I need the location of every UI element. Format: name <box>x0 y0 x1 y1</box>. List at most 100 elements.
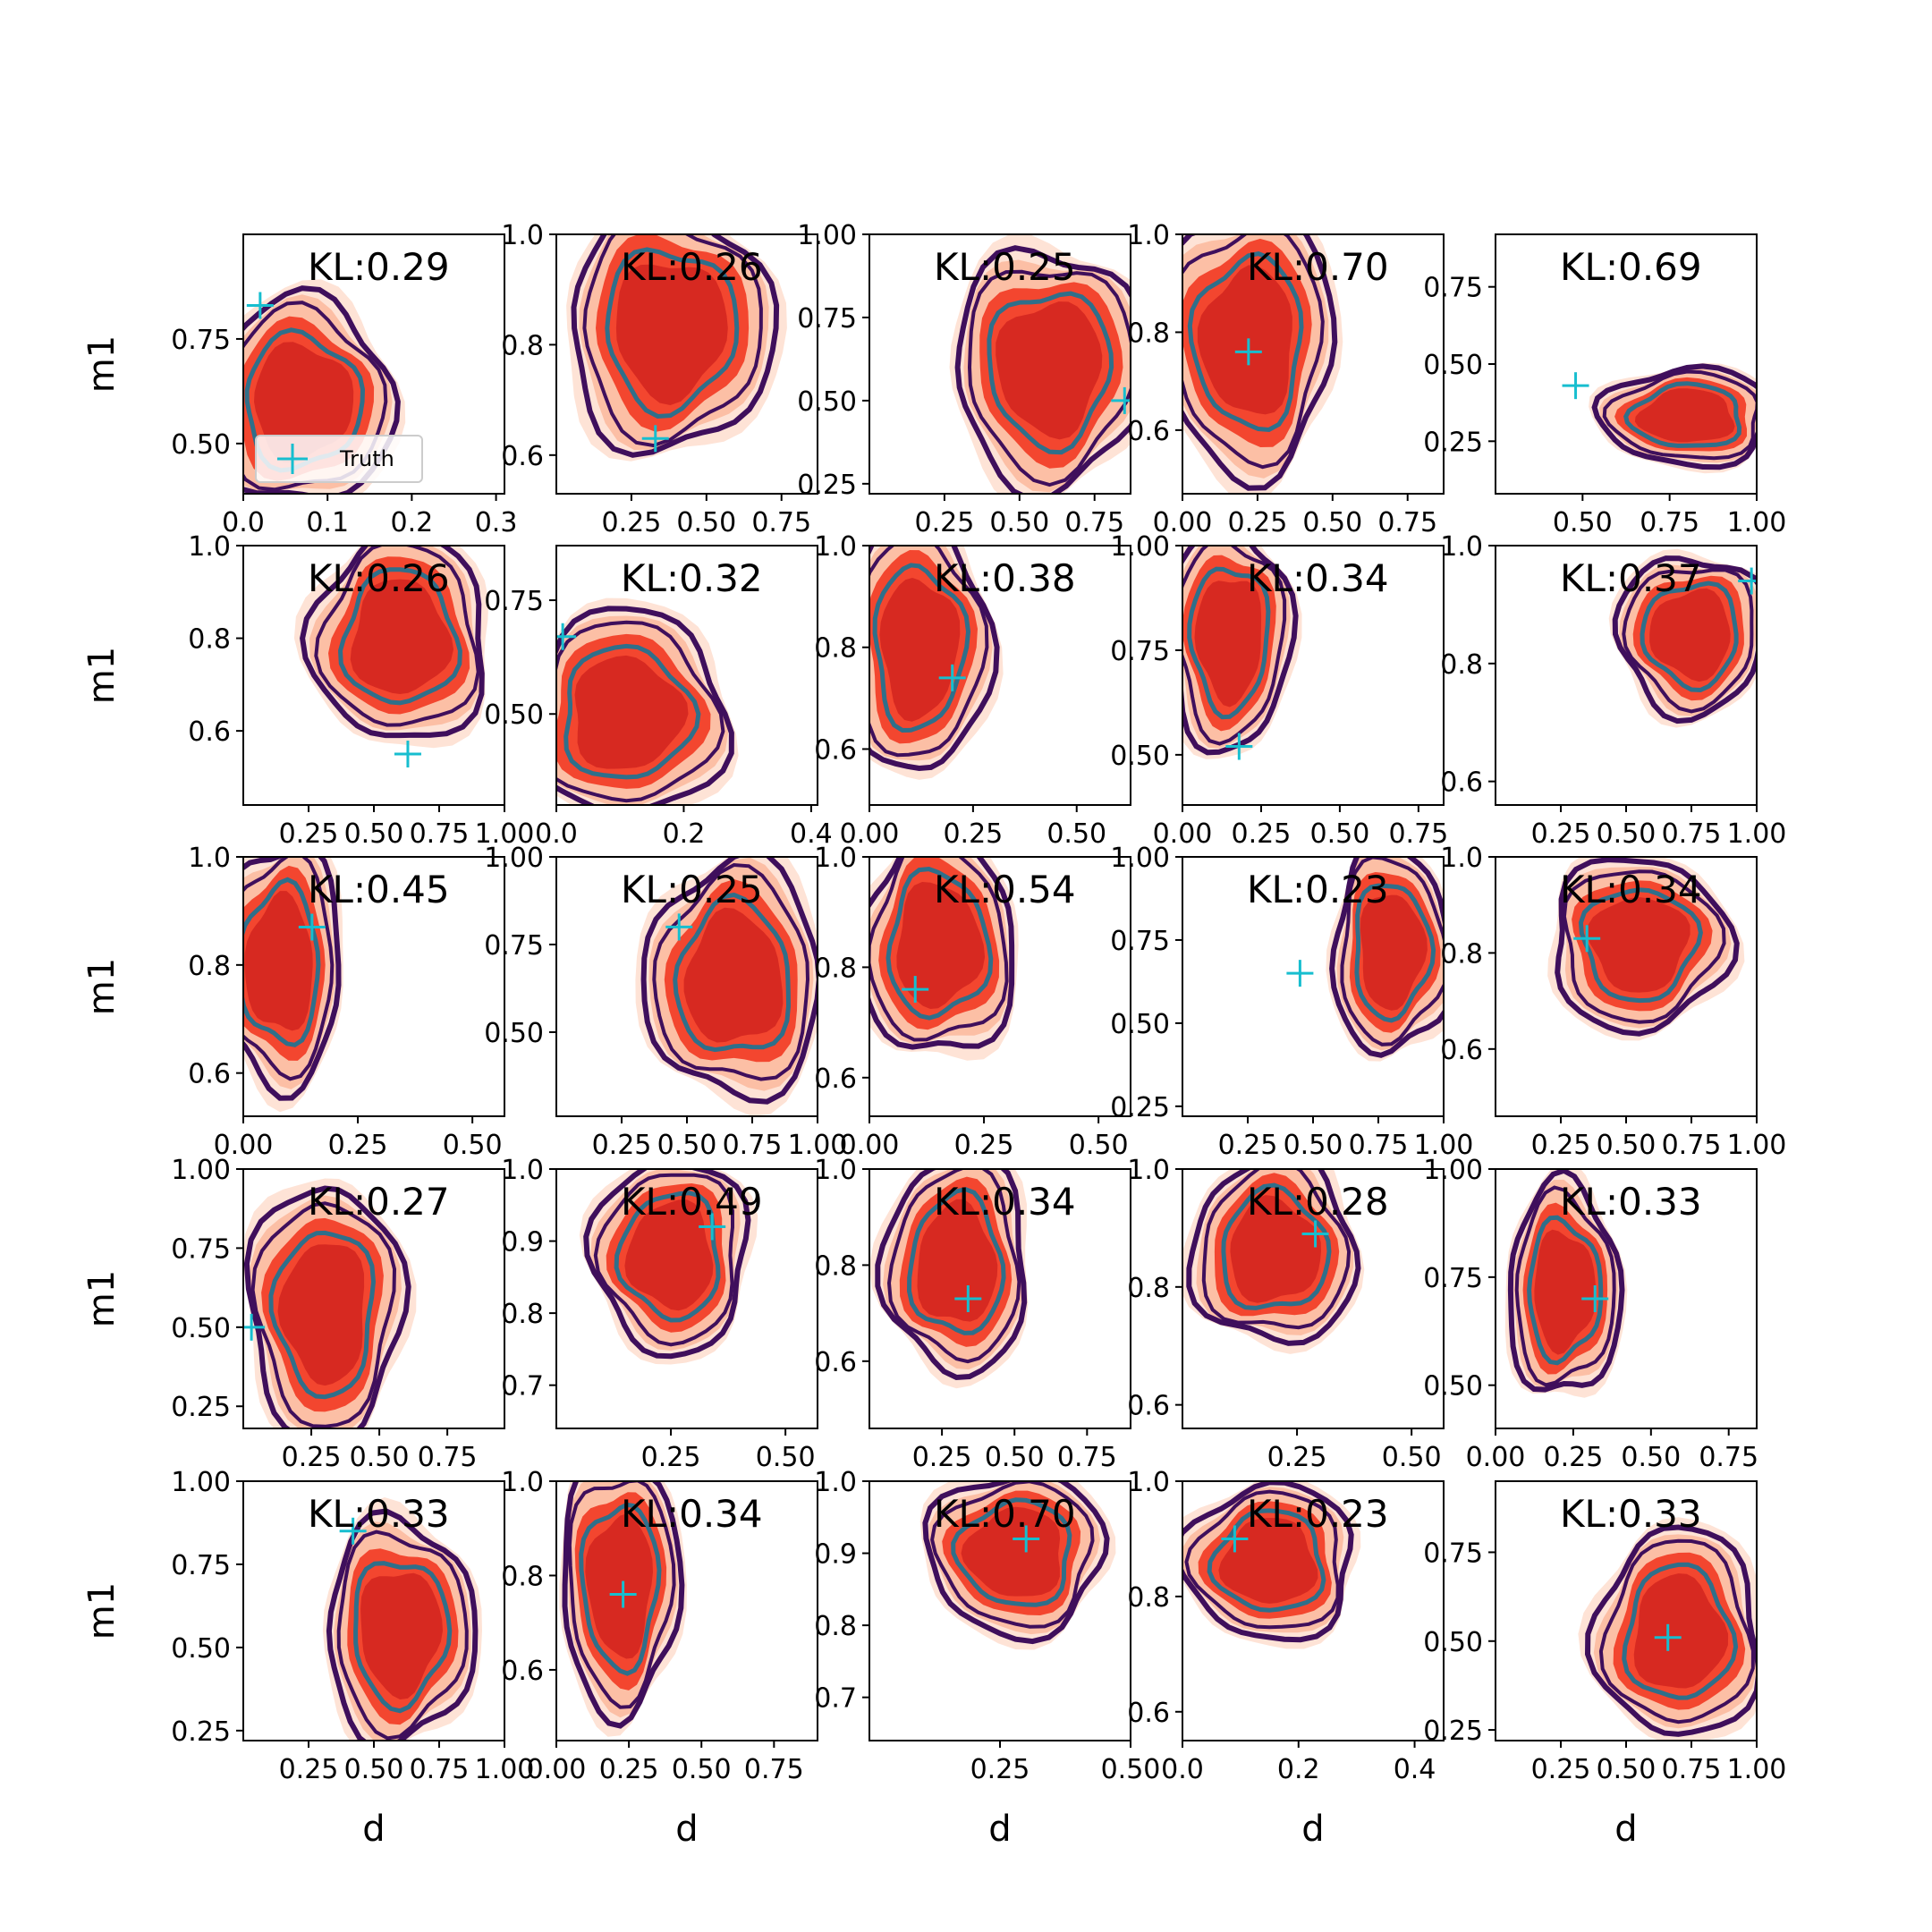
y-tick-label: 1.0 <box>501 1155 544 1186</box>
outer-contour-90 <box>243 857 335 1081</box>
panel-24: KL:0.23 0.0 0.2 0.4 0.6 0.8 1.0 d <box>1127 1467 1445 1850</box>
x-tick-label: 0.75 <box>1064 507 1124 538</box>
panel-18: KL:0.34 0.25 0.50 0.75 0.6 0.8 1.0 <box>814 1155 1131 1473</box>
panel-1: KL:0.29 0.0 0.1 0.2 0.3 0.50 0.75 m1 Truth <box>81 233 517 538</box>
x-tick-label: 0.50 <box>985 1442 1045 1473</box>
y-tick-label: 0.75 <box>1110 636 1170 667</box>
kl-label: KL:0.33 <box>308 1492 450 1536</box>
y-tick-label: 0.6 <box>814 1063 857 1095</box>
y-tick-label: 0.7 <box>501 1371 544 1402</box>
panel-frame <box>242 1168 505 1429</box>
y-tick-label: 1.0 <box>814 531 857 563</box>
legend-label: Truth <box>339 446 394 471</box>
panel-7: KL:0.32 0.0 0.2 0.4 0.50 0.75 <box>484 545 833 850</box>
x-tick-label: 0.75 <box>1662 1754 1722 1785</box>
outer-contour-90 <box>930 1481 1095 1629</box>
kl-label: KL:0.29 <box>308 245 450 289</box>
y-tick-label: 0.75 <box>484 586 544 617</box>
x-tick-label: 0.25 <box>1531 1130 1591 1161</box>
inner-contour-68 <box>1578 887 1703 1004</box>
kl-label: KL:0.70 <box>934 1492 1076 1536</box>
density-fill-level-4 <box>1360 894 1428 1011</box>
outer-contour-90 <box>1184 1489 1340 1630</box>
outer-contour-95 <box>1507 1169 1625 1393</box>
density-fill-level-4 <box>350 579 453 694</box>
outer-contour-95 <box>562 1481 685 1729</box>
inner-contour-68 <box>1354 883 1436 1023</box>
y-tick-label: 0.25 <box>1423 427 1483 458</box>
x-tick-label: 0.25 <box>1218 1130 1278 1161</box>
outer-contour-90 <box>593 1173 734 1347</box>
y-tick-label: 0.50 <box>1423 350 1483 381</box>
x-axis-label: d <box>675 1809 698 1850</box>
truth-marker <box>902 976 929 1004</box>
y-tick-label: 0.6 <box>814 734 857 766</box>
density-fill-level-4 <box>1649 588 1731 682</box>
density-fill-level-4 <box>1534 1229 1597 1355</box>
outer-contour-90 <box>652 862 810 1081</box>
y-tick-label: 0.8 <box>188 624 231 656</box>
density-fill-level-4 <box>961 1506 1061 1597</box>
x-tick-label: 0.25 <box>328 1130 388 1161</box>
truth-marker <box>609 1580 637 1608</box>
x-tick-label: 1.00 <box>788 1130 848 1161</box>
density-layers <box>1504 1169 1628 1398</box>
y-tick-label: 0.50 <box>171 1633 231 1665</box>
y-tick-label: 0.6 <box>814 1347 857 1378</box>
density-fill-level-4 <box>585 1513 653 1659</box>
panel-frame <box>1182 1168 1445 1429</box>
x-tick-label: 0.50 <box>443 1130 503 1161</box>
x-tick-label: 0.00 <box>1153 507 1213 538</box>
kl-label: KL:0.54 <box>934 868 1076 911</box>
y-tick-label: 0.25 <box>171 1392 231 1423</box>
x-tick-label: 0.75 <box>1349 1130 1409 1161</box>
truth-marker <box>1013 1525 1040 1553</box>
x-tick-label: 0.50 <box>1553 507 1613 538</box>
y-tick-label: 1.00 <box>171 1467 231 1498</box>
density-layers <box>1182 1481 1361 1649</box>
inner-contour-68 <box>1187 251 1304 433</box>
x-tick-label: 0.25 <box>954 1130 1014 1161</box>
outer-contour-95 <box>243 285 401 494</box>
density-layers <box>1547 857 1745 1041</box>
x-tick-label: 0.25 <box>279 1754 339 1785</box>
panel-frame <box>242 856 505 1117</box>
panel-9: KL:0.34 0.00 0.25 0.50 0.75 0.50 0.75 1.00 <box>1110 531 1448 850</box>
outer-contour-90 <box>582 234 763 448</box>
x-tick-label: 0.25 <box>592 1130 652 1161</box>
truth-marker <box>665 913 693 941</box>
y-tick-label: 1.00 <box>171 1155 231 1186</box>
y-tick-label: 0.75 <box>797 303 857 335</box>
density-fill-level-4 <box>615 264 728 405</box>
y-tick-label: 0.8 <box>814 953 857 984</box>
inner-contour-68 <box>1623 381 1742 448</box>
inner-contour-68 <box>673 892 792 1053</box>
panel-10: KL:0.37 0.25 0.50 0.75 1.00 0.6 0.8 1.0 <box>1440 531 1786 850</box>
truth-marker <box>1225 733 1253 760</box>
x-axis-label: d <box>988 1809 1011 1850</box>
x-axis-label: d <box>362 1809 385 1850</box>
outer-contour-90 <box>1562 869 1726 1024</box>
x-tick-label: 0.25 <box>282 1442 342 1473</box>
y-tick-label: 1.0 <box>188 531 231 563</box>
density-fill-level-4 <box>1587 897 1690 993</box>
y-tick-label: 0.75 <box>1423 1263 1483 1294</box>
outer-contour-95 <box>583 1169 751 1360</box>
panel-frame <box>555 1480 818 1741</box>
y-tick-label: 0.8 <box>1127 318 1170 349</box>
inner-contour-68 <box>614 1191 721 1323</box>
density-fill-level-4 <box>1633 1573 1729 1689</box>
outer-contour-95 <box>1329 857 1444 1058</box>
y-tick-label: 1.0 <box>1127 220 1170 251</box>
outer-contour-95 <box>875 1169 1028 1381</box>
kl-label: KL:0.32 <box>621 556 763 600</box>
density-layers <box>869 1169 1029 1389</box>
y-tick-label: 0.8 <box>501 1561 544 1592</box>
x-tick-label: 0.25 <box>279 818 339 850</box>
inner-contour-68 <box>268 1230 377 1400</box>
inner-contour-68 <box>564 643 701 780</box>
x-tick-label: 0.0 <box>222 507 265 538</box>
x-axis-label: d <box>1614 1809 1637 1850</box>
y-tick-label: 0.8 <box>1127 1273 1170 1304</box>
